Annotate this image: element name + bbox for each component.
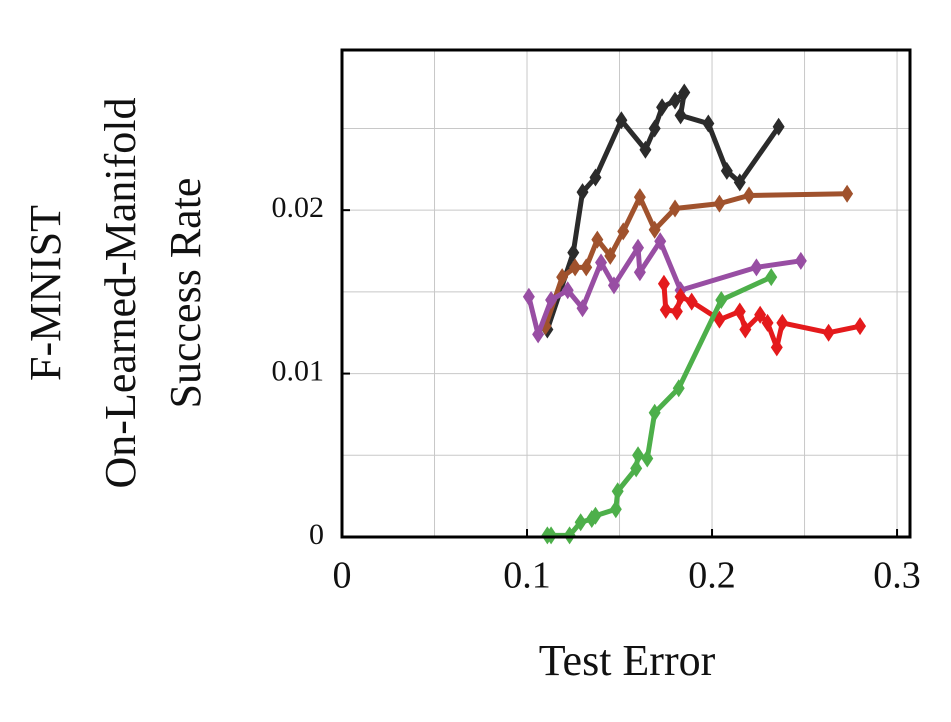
marker [580, 258, 593, 277]
marker [854, 317, 867, 336]
marker [678, 83, 691, 102]
y-axis-label: F-MNIST On-Learned-Manifold Success Rate [21, 98, 210, 489]
x-tick-label: 0.1 [503, 555, 551, 597]
marker [556, 268, 569, 287]
marker [611, 482, 624, 501]
x-tick-label: 0.3 [873, 555, 921, 597]
marker [615, 111, 628, 130]
marker [715, 291, 728, 310]
marker [659, 300, 672, 319]
marker [770, 338, 783, 357]
marker [733, 302, 746, 321]
marker [672, 379, 685, 398]
marker [674, 106, 687, 125]
marker [576, 183, 589, 202]
marker [739, 320, 752, 339]
marker [545, 291, 558, 310]
marker [607, 276, 620, 295]
marker [561, 281, 574, 300]
marker [648, 220, 661, 239]
marker [569, 258, 582, 277]
marker [639, 140, 652, 159]
marker [761, 313, 774, 332]
marker [545, 526, 558, 545]
marker [772, 117, 785, 136]
marker [595, 253, 608, 272]
marker [532, 325, 545, 344]
marker [648, 119, 661, 138]
marker [654, 232, 667, 251]
marker [589, 506, 602, 525]
plot-frame [340, 48, 912, 539]
y-axis-label-line: On-Learned-Manifold [96, 98, 145, 489]
marker [604, 246, 617, 265]
marker [648, 403, 661, 422]
marker [713, 194, 726, 213]
marker [632, 238, 645, 257]
marker [776, 313, 789, 332]
marker [743, 186, 756, 205]
marker [617, 222, 630, 241]
x-axis-label: Test Error [539, 636, 716, 685]
marker [669, 91, 682, 110]
y-tick-label: 0 [309, 518, 324, 551]
marker [633, 263, 646, 282]
marker [794, 251, 807, 270]
marker [633, 188, 646, 207]
y-tick-label: 0.02 [272, 191, 325, 224]
marker [563, 526, 576, 545]
marker [685, 292, 698, 311]
marker [574, 513, 587, 532]
y-tick-label: 0.01 [272, 354, 325, 387]
marker [754, 305, 767, 324]
marker [822, 323, 835, 342]
marker [567, 243, 580, 262]
marker [522, 287, 535, 306]
y-axis-label-line: Success Rate [161, 178, 210, 409]
marker [669, 199, 682, 218]
marker [674, 287, 687, 306]
y-axis-label-line: F-MNIST [21, 205, 70, 381]
marker [702, 114, 715, 133]
marker [609, 500, 622, 519]
marker [720, 161, 733, 180]
x-tick-label: 0 [333, 555, 352, 597]
marker [641, 449, 654, 468]
marker [576, 299, 589, 318]
x-tick-label: 0.2 [688, 555, 736, 597]
marker [589, 168, 602, 187]
marker [591, 230, 604, 249]
marker [733, 173, 746, 192]
marker [656, 98, 669, 117]
marker [841, 184, 854, 203]
marker [750, 258, 763, 277]
marker [657, 274, 670, 293]
marker [670, 302, 683, 321]
marker [632, 446, 645, 465]
marker [765, 268, 778, 287]
marker [630, 459, 643, 478]
